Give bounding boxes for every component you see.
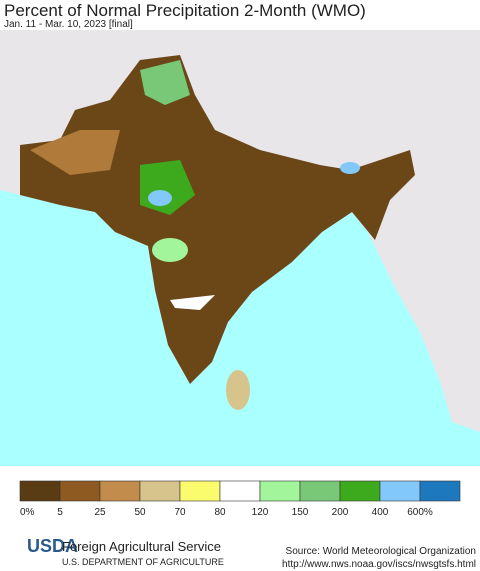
legend-swatch (19, 480, 61, 502)
legend-swatch (259, 480, 301, 502)
legend-label: 600% (407, 507, 433, 518)
sri-lanka (226, 370, 250, 410)
ocean (0, 190, 480, 466)
legend-swatch (99, 480, 141, 502)
legend-swatch (59, 480, 101, 502)
legend-swatch (379, 480, 421, 502)
agency: Foreign Agricultural Service (62, 539, 221, 554)
legend-swatch (139, 480, 181, 502)
region-normal (170, 295, 215, 310)
source-url: http://www.nws.noaa.gov/iscs/nwsgtsfs.ht… (282, 559, 476, 570)
legend-label: 0% (20, 507, 35, 518)
legend-label: 400 (372, 507, 389, 518)
region-wet (140, 60, 190, 105)
legend-label: 50 (134, 507, 146, 518)
title: Percent of Normal Precipitation 2-Month … (4, 1, 366, 20)
subtitle: Jan. 11 - Mar. 10, 2023 [final] (4, 19, 133, 30)
legend-swatch (219, 480, 261, 502)
source: Source: World Meteorological Organizatio… (286, 546, 476, 557)
region-blue (148, 190, 172, 206)
legend-swatch (419, 480, 461, 502)
legend-swatch (339, 480, 381, 502)
legend-label: 70 (174, 507, 186, 518)
legend-swatch (299, 480, 341, 502)
region-below (30, 130, 120, 175)
legend-label: 200 (332, 507, 349, 518)
legend-label: 5 (57, 507, 63, 518)
map (0, 30, 480, 466)
region-blue-east (340, 162, 360, 174)
logo: USDA (27, 536, 78, 556)
region-green (152, 238, 188, 262)
legend: 0% 5 25 50 70 80 120 150 200 400 600% (19, 480, 461, 518)
region-dry (20, 55, 415, 384)
department: U.S. DEPARTMENT OF AGRICULTURE (62, 557, 224, 567)
legend-label: 25 (94, 507, 106, 518)
legend-label: 80 (214, 507, 226, 518)
legend-swatch (179, 480, 221, 502)
legend-label: 120 (252, 507, 269, 518)
legend-label: 150 (292, 507, 309, 518)
